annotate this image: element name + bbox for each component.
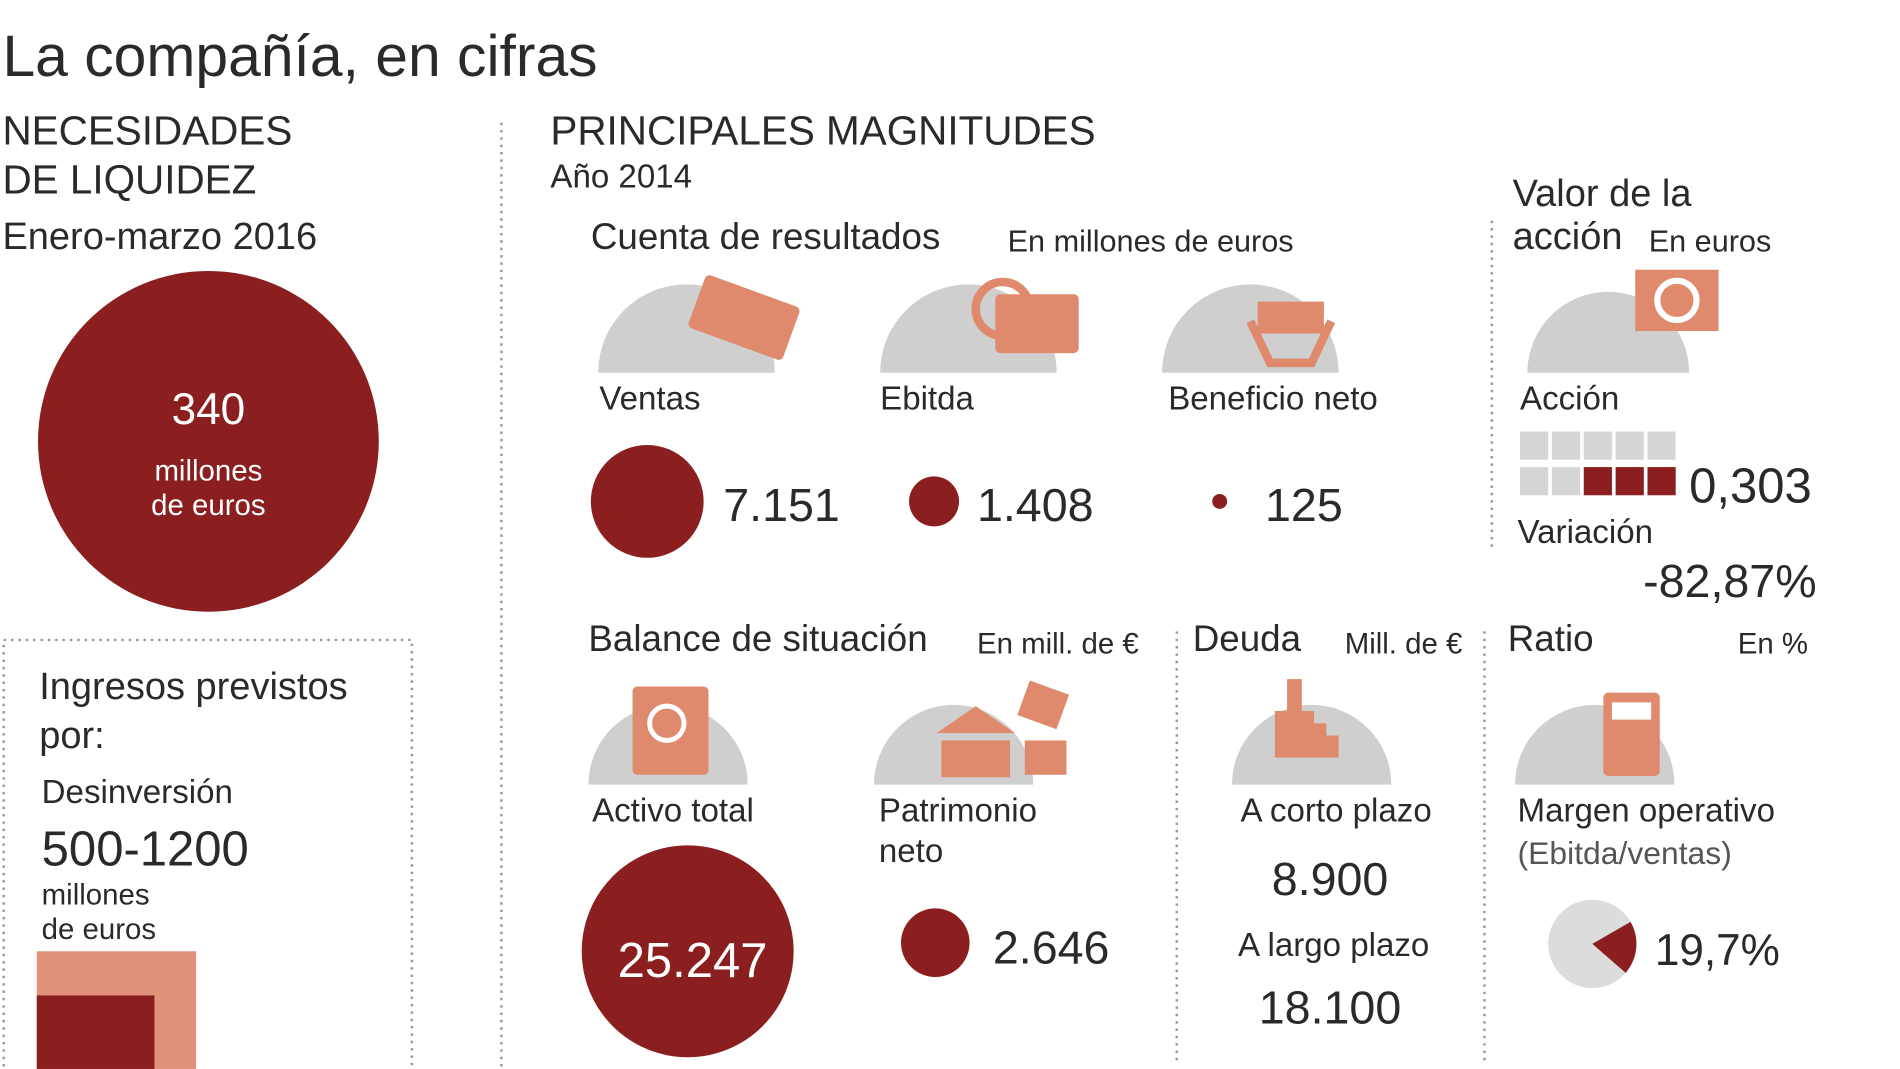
section-title: Deuda bbox=[1193, 618, 1302, 659]
unit: de euros bbox=[151, 489, 265, 522]
title: La compañía, en cifras bbox=[2, 24, 597, 89]
box bbox=[2, 638, 414, 1069]
unit: En euros bbox=[1649, 224, 1772, 258]
unit: Mill. de € bbox=[1345, 627, 1463, 660]
unit: millones bbox=[154, 455, 262, 488]
icon bbox=[1024, 740, 1067, 775]
item-label: A largo plazo bbox=[1238, 927, 1429, 964]
square bbox=[1551, 467, 1581, 496]
unit: millones bbox=[42, 879, 150, 912]
pie-wedge bbox=[1592, 921, 1637, 973]
item-label: Variación bbox=[1518, 514, 1653, 551]
icon bbox=[936, 706, 1015, 778]
unit: En % bbox=[1738, 627, 1808, 660]
liquidity-value: 340 bbox=[172, 385, 246, 434]
value-label: 19,7% bbox=[1655, 926, 1780, 975]
value-label: 0,303 bbox=[1689, 460, 1812, 514]
icon bbox=[1611, 702, 1652, 720]
icon bbox=[995, 294, 1079, 354]
square-grid bbox=[1520, 431, 1676, 496]
year: Año 2014 bbox=[550, 159, 692, 196]
value-label: 7.151 bbox=[723, 479, 840, 531]
item-label: Beneficio neto bbox=[1168, 380, 1378, 417]
icon bbox=[647, 703, 687, 743]
item-label: Activo total bbox=[592, 792, 754, 829]
heading: PRINCIPALES MAGNITUDES bbox=[550, 108, 1095, 154]
value-circle bbox=[581, 845, 794, 1058]
item-label: Ebitda bbox=[880, 380, 974, 417]
square bbox=[1647, 467, 1676, 496]
section-title: Cuenta de resultados bbox=[591, 216, 941, 257]
value-circle bbox=[909, 476, 960, 527]
square bbox=[1583, 467, 1612, 496]
item-label: Acción bbox=[1520, 380, 1619, 417]
label: Desinversión bbox=[42, 774, 233, 811]
value-label: 18.100 bbox=[1259, 982, 1401, 1034]
icon bbox=[971, 277, 1034, 341]
icon bbox=[1274, 679, 1339, 758]
section-title: Balance de situación bbox=[588, 618, 927, 659]
item-label: (Ebitda/ventas) bbox=[1518, 835, 1732, 871]
liquidity-circle bbox=[38, 270, 379, 612]
section-title: acción bbox=[1513, 216, 1623, 258]
square bbox=[1551, 431, 1581, 460]
heading: NECESIDADES bbox=[2, 108, 292, 154]
value-label: 1.408 bbox=[977, 479, 1094, 531]
icon bbox=[1654, 277, 1700, 324]
heading: Ingresos previstos bbox=[39, 666, 347, 708]
value-label: -82,87% bbox=[1643, 555, 1817, 607]
range-square bbox=[36, 995, 155, 1069]
square bbox=[1520, 431, 1549, 460]
icon bbox=[1257, 301, 1324, 334]
square bbox=[1647, 431, 1676, 460]
value-label: 2.646 bbox=[993, 922, 1110, 974]
value-label: 25.247 bbox=[618, 934, 768, 988]
value-label: 8.900 bbox=[1272, 853, 1389, 905]
unit: En mill. de € bbox=[977, 627, 1139, 660]
icon bbox=[688, 275, 800, 360]
icon bbox=[1246, 319, 1336, 368]
square bbox=[1583, 431, 1612, 460]
item-label: Ventas bbox=[599, 380, 700, 417]
square bbox=[1615, 431, 1644, 460]
period: Enero-marzo 2016 bbox=[2, 216, 317, 258]
heading: DE LIQUIDEZ bbox=[2, 157, 256, 203]
section-title: Ratio bbox=[1508, 618, 1594, 659]
item-label: Margen operativo bbox=[1518, 792, 1775, 829]
value-circle bbox=[1212, 493, 1228, 509]
value-circle bbox=[590, 445, 704, 558]
icon bbox=[632, 686, 709, 775]
range: 500-1200 bbox=[42, 822, 249, 876]
value-circle bbox=[900, 908, 970, 977]
unit: En millones de euros bbox=[1008, 224, 1294, 258]
value-label: 125 bbox=[1265, 479, 1343, 531]
item-label: A corto plazo bbox=[1241, 792, 1432, 829]
square bbox=[1520, 467, 1549, 496]
heading: por: bbox=[39, 715, 104, 757]
square bbox=[1615, 467, 1644, 496]
item-label: Patrimonio bbox=[879, 792, 1037, 829]
section-title: Valor de la bbox=[1513, 173, 1693, 215]
item-label: neto bbox=[879, 833, 943, 870]
unit: de euros bbox=[42, 913, 156, 946]
icon bbox=[1017, 680, 1070, 730]
